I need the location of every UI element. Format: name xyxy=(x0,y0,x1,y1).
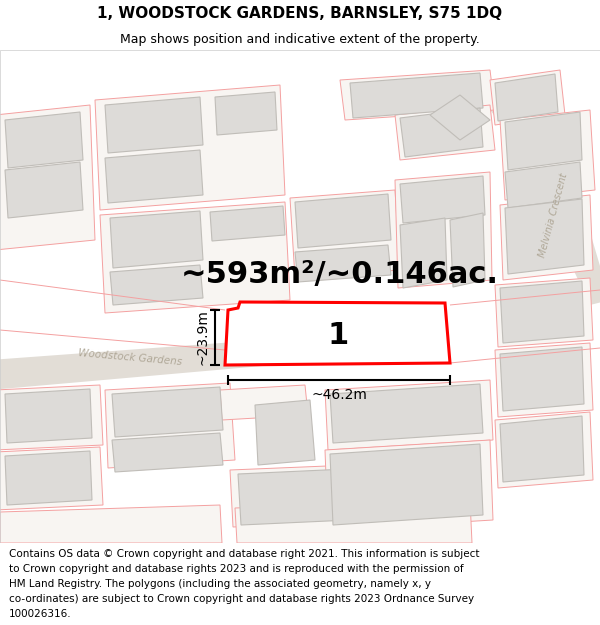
Text: 1: 1 xyxy=(328,321,349,349)
Polygon shape xyxy=(105,150,203,203)
Polygon shape xyxy=(220,385,308,420)
Polygon shape xyxy=(5,451,92,505)
Polygon shape xyxy=(225,302,450,365)
Polygon shape xyxy=(290,190,400,278)
Polygon shape xyxy=(295,245,391,282)
Text: to Crown copyright and database rights 2023 and is reproduced with the permissio: to Crown copyright and database rights 2… xyxy=(9,564,464,574)
Polygon shape xyxy=(110,211,203,268)
Polygon shape xyxy=(505,199,584,274)
Polygon shape xyxy=(495,412,593,488)
Polygon shape xyxy=(112,433,223,472)
Text: ~46.2m: ~46.2m xyxy=(311,388,367,402)
Polygon shape xyxy=(0,105,95,250)
Polygon shape xyxy=(505,112,582,170)
Polygon shape xyxy=(400,108,483,157)
Polygon shape xyxy=(100,202,290,313)
Polygon shape xyxy=(400,218,447,288)
Polygon shape xyxy=(490,110,600,305)
Polygon shape xyxy=(400,176,485,223)
Polygon shape xyxy=(0,385,103,450)
Polygon shape xyxy=(500,347,584,411)
Text: HM Land Registry. The polygons (including the associated geometry, namely x, y: HM Land Registry. The polygons (includin… xyxy=(9,579,431,589)
Text: 1, WOODSTOCK GARDENS, BARNSLEY, S75 1DQ: 1, WOODSTOCK GARDENS, BARNSLEY, S75 1DQ xyxy=(97,6,503,21)
Polygon shape xyxy=(238,467,393,525)
Polygon shape xyxy=(105,383,235,468)
Polygon shape xyxy=(0,505,222,543)
Text: 100026316.: 100026316. xyxy=(9,609,71,619)
Polygon shape xyxy=(505,162,582,208)
Polygon shape xyxy=(0,335,330,390)
Polygon shape xyxy=(325,380,493,450)
Text: Woodstock Gardens: Woodstock Gardens xyxy=(77,349,182,368)
Polygon shape xyxy=(490,70,565,125)
Polygon shape xyxy=(495,278,593,347)
Polygon shape xyxy=(500,416,584,482)
Polygon shape xyxy=(105,97,203,153)
Text: ~593m²/~0.146ac.: ~593m²/~0.146ac. xyxy=(181,261,499,289)
Polygon shape xyxy=(500,281,584,343)
Polygon shape xyxy=(5,389,92,443)
Polygon shape xyxy=(295,194,391,248)
Text: ~23.9m: ~23.9m xyxy=(195,309,209,366)
Text: Map shows position and indicative extent of the property.: Map shows position and indicative extent… xyxy=(120,32,480,46)
Polygon shape xyxy=(0,447,103,510)
Polygon shape xyxy=(325,440,493,530)
Text: Contains OS data © Crown copyright and database right 2021. This information is : Contains OS data © Crown copyright and d… xyxy=(9,549,479,559)
Polygon shape xyxy=(95,85,285,210)
Polygon shape xyxy=(255,400,315,465)
Polygon shape xyxy=(112,387,223,437)
Polygon shape xyxy=(395,105,495,160)
Polygon shape xyxy=(450,213,485,287)
Text: co-ordinates) are subject to Crown copyright and database rights 2023 Ordnance S: co-ordinates) are subject to Crown copyr… xyxy=(9,594,474,604)
Polygon shape xyxy=(230,463,405,527)
Polygon shape xyxy=(210,206,285,241)
Polygon shape xyxy=(430,95,490,140)
Polygon shape xyxy=(495,74,558,121)
Polygon shape xyxy=(330,444,483,525)
Polygon shape xyxy=(500,195,593,280)
Polygon shape xyxy=(395,172,492,288)
Polygon shape xyxy=(350,73,483,118)
Polygon shape xyxy=(495,343,593,417)
Polygon shape xyxy=(215,92,277,135)
Polygon shape xyxy=(5,162,83,218)
Polygon shape xyxy=(500,110,595,200)
Polygon shape xyxy=(235,500,472,543)
Polygon shape xyxy=(110,265,203,305)
Text: Melvinia Crescent: Melvinia Crescent xyxy=(537,172,569,258)
Polygon shape xyxy=(340,70,495,120)
Polygon shape xyxy=(5,112,83,168)
Polygon shape xyxy=(330,384,483,443)
